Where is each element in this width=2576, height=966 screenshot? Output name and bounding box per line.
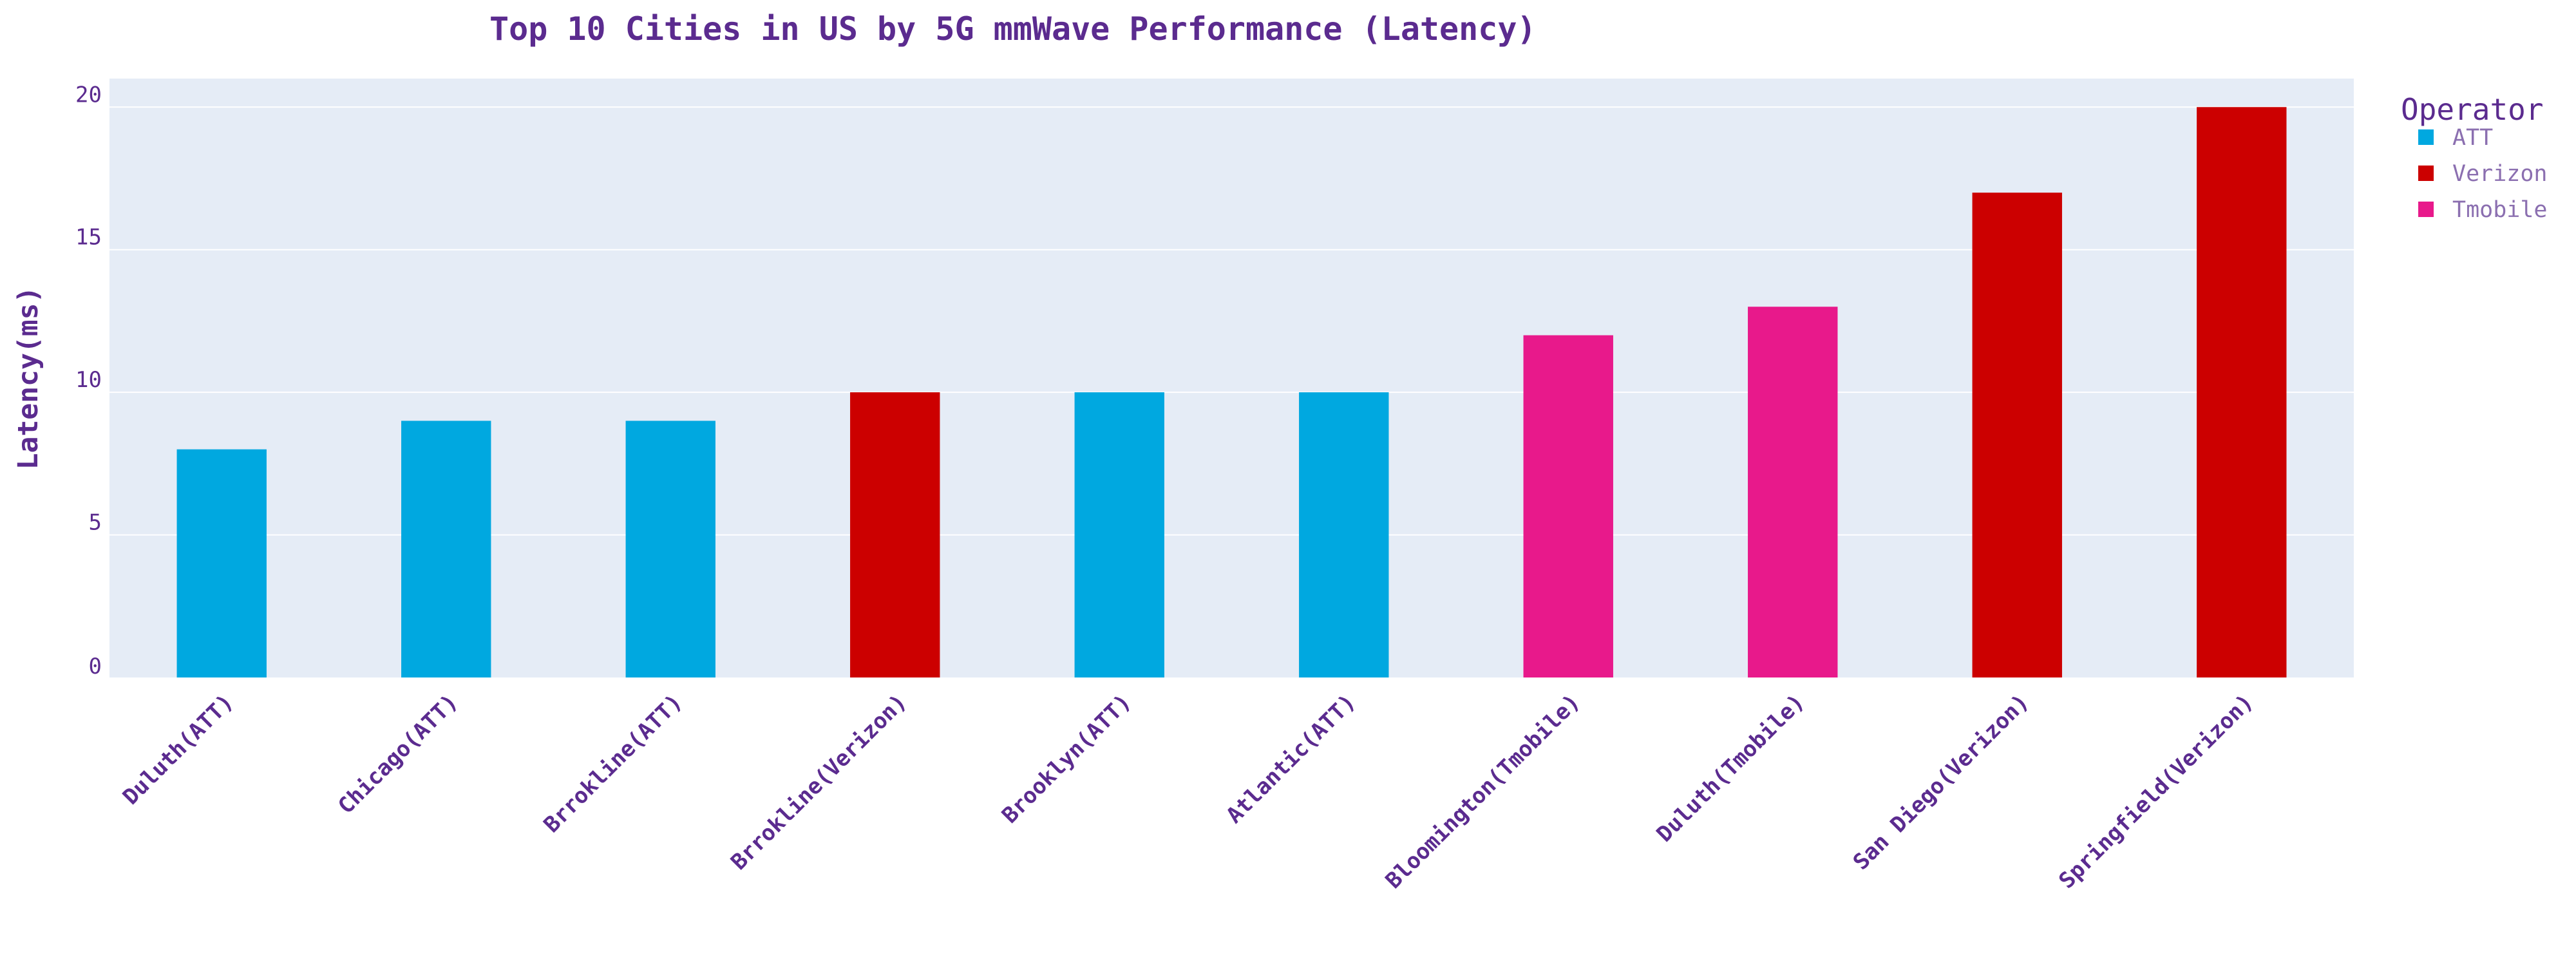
x-tick-label: Brrokline(ATT): [539, 689, 688, 838]
bar[interactable]: [2197, 107, 2287, 678]
legend: Operator ATT Verizon Tmobile: [2401, 92, 2548, 223]
chart-title: Top 10 Cities in US by 5G mmWave Perform…: [489, 10, 1537, 48]
x-tick-label: Springfield(Verizon): [2054, 689, 2259, 894]
bar[interactable]: [1748, 307, 1838, 677]
bar[interactable]: [625, 421, 715, 677]
bar[interactable]: [1299, 392, 1389, 677]
x-tick-label: Brooklyn(ATT): [997, 689, 1136, 828]
legend-label[interactable]: Tmobile: [2452, 197, 2548, 223]
y-axis-ticks: 0 5 10 15 20: [75, 82, 102, 679]
x-axis-ticks: Duluth(ATT) Chicago(ATT) Brrokline(ATT) Brr…: [118, 689, 2259, 894]
bar[interactable]: [401, 421, 491, 677]
x-tick-label: Chicago(ATT): [333, 689, 463, 819]
y-tick-label: 20: [75, 82, 102, 108]
bar[interactable]: [1972, 193, 2062, 678]
legend-label[interactable]: ATT: [2452, 125, 2493, 151]
bars: [176, 107, 2287, 678]
x-tick-label: Atlantic(ATT): [1222, 689, 1361, 828]
bar[interactable]: [1523, 335, 1613, 677]
legend-title: Operator: [2401, 92, 2544, 127]
y-tick-label: 5: [89, 510, 102, 536]
legend-swatch[interactable]: [2418, 202, 2434, 217]
legend-swatch[interactable]: [2418, 166, 2434, 181]
y-axis-title: Latency(ms): [12, 287, 44, 470]
legend-label[interactable]: Verizon: [2452, 161, 2548, 187]
bar[interactable]: [1074, 392, 1164, 677]
x-tick-label: Duluth(Tmobile): [1652, 689, 1810, 847]
x-tick-label: Brrokline(Verizon): [726, 689, 912, 875]
y-tick-label: 0: [89, 654, 102, 679]
x-tick-label: Bloomington(Tmobile): [1381, 689, 1586, 894]
legend-swatch[interactable]: [2418, 129, 2434, 145]
x-tick-label: Duluth(ATT): [118, 689, 239, 810]
x-tick-label: San Diego(Verizon): [1848, 689, 2034, 875]
bar[interactable]: [850, 392, 940, 677]
bar[interactable]: [176, 449, 267, 677]
y-tick-label: 10: [75, 367, 102, 393]
y-tick-label: 15: [75, 225, 102, 251]
